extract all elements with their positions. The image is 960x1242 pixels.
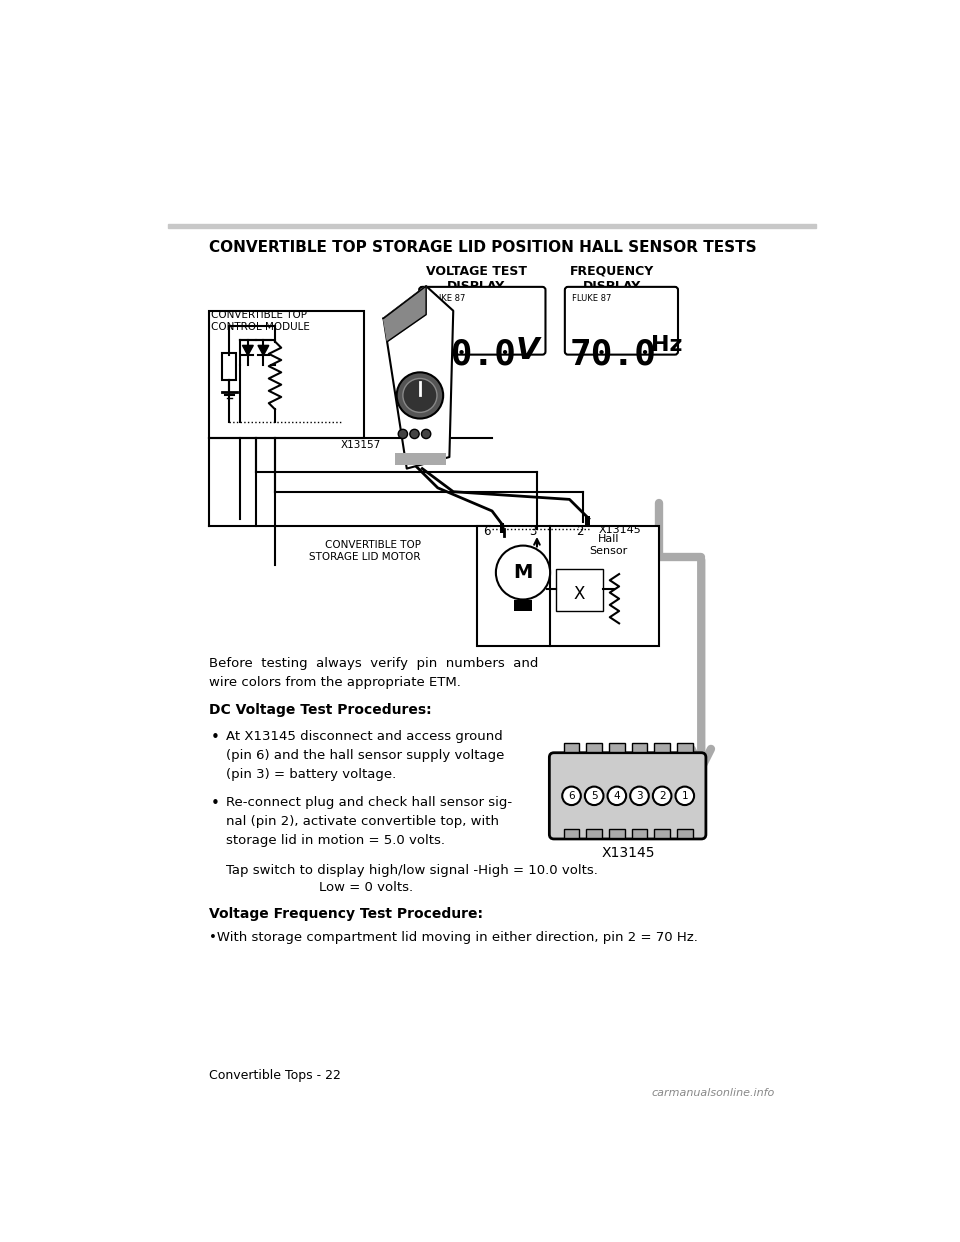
Text: Hall
Sensor: Hall Sensor bbox=[589, 534, 628, 555]
Text: FREQUENCY
DISPLAY: FREQUENCY DISPLAY bbox=[570, 265, 655, 293]
Circle shape bbox=[563, 786, 581, 805]
Text: X13145: X13145 bbox=[599, 525, 641, 535]
Text: FLUKE 87: FLUKE 87 bbox=[572, 294, 612, 303]
Bar bbox=[500, 523, 504, 533]
Bar bbox=[655, 743, 670, 751]
Text: 4: 4 bbox=[613, 791, 620, 801]
Bar bbox=[209, 310, 364, 437]
Text: 2: 2 bbox=[576, 525, 584, 538]
Bar bbox=[514, 600, 532, 611]
Polygon shape bbox=[243, 345, 253, 355]
Text: 3: 3 bbox=[636, 791, 643, 801]
Circle shape bbox=[396, 373, 444, 419]
Bar bbox=[632, 743, 647, 751]
FancyBboxPatch shape bbox=[549, 753, 706, 838]
Bar bbox=[476, 527, 659, 646]
Text: Hz: Hz bbox=[652, 334, 683, 355]
Polygon shape bbox=[383, 286, 426, 342]
Text: X13145: X13145 bbox=[602, 846, 655, 859]
Text: FLUKE 87: FLUKE 87 bbox=[426, 294, 466, 303]
Bar bbox=[564, 828, 579, 838]
Circle shape bbox=[585, 786, 604, 805]
Circle shape bbox=[410, 430, 420, 438]
FancyBboxPatch shape bbox=[564, 287, 678, 355]
Text: Tap switch to display high/low signal -High = 10.0 volts.: Tap switch to display high/low signal -H… bbox=[227, 863, 598, 877]
Text: CONVERTIBLE TOP STORAGE LID POSITION HALL SENSOR TESTS: CONVERTIBLE TOP STORAGE LID POSITION HAL… bbox=[209, 240, 756, 255]
Text: 3: 3 bbox=[530, 525, 537, 538]
Text: carmanualsonline.info: carmanualsonline.info bbox=[652, 1088, 775, 1098]
Circle shape bbox=[398, 430, 408, 438]
Text: Voltage Frequency Test Procedure:: Voltage Frequency Test Procedure: bbox=[209, 908, 483, 922]
Circle shape bbox=[630, 786, 649, 805]
Circle shape bbox=[608, 786, 626, 805]
Bar bbox=[564, 743, 579, 751]
Text: DC Voltage Test Procedures:: DC Voltage Test Procedures: bbox=[209, 703, 432, 718]
Text: V: V bbox=[516, 337, 540, 365]
Text: •With storage compartment lid moving in either direction, pin 2 = 70 Hz.: •With storage compartment lid moving in … bbox=[209, 930, 698, 944]
Text: 6: 6 bbox=[483, 525, 491, 538]
FancyBboxPatch shape bbox=[420, 287, 545, 355]
Circle shape bbox=[676, 786, 694, 805]
Bar bbox=[168, 224, 816, 229]
Bar bbox=[655, 828, 670, 838]
Bar bbox=[223, 353, 236, 380]
Bar bbox=[609, 828, 625, 838]
Bar bbox=[632, 828, 647, 838]
Text: Low = 0 volts.: Low = 0 volts. bbox=[319, 881, 414, 893]
Text: X: X bbox=[574, 585, 586, 602]
Text: 70.0: 70.0 bbox=[569, 338, 657, 371]
Text: CONVERTIBLE TOP
STORAGE LID MOTOR: CONVERTIBLE TOP STORAGE LID MOTOR bbox=[309, 540, 420, 561]
Bar bbox=[396, 453, 445, 465]
Text: Convertible Tops - 22: Convertible Tops - 22 bbox=[209, 1069, 341, 1082]
Text: 2: 2 bbox=[659, 791, 665, 801]
Text: •: • bbox=[210, 730, 220, 745]
Text: 5: 5 bbox=[590, 791, 597, 801]
Polygon shape bbox=[383, 286, 453, 468]
Circle shape bbox=[653, 786, 671, 805]
Text: VOLTAGE TEST
DISPLAY: VOLTAGE TEST DISPLAY bbox=[426, 265, 527, 293]
Bar bbox=[557, 569, 603, 611]
Text: 10.0: 10.0 bbox=[429, 338, 516, 371]
Circle shape bbox=[496, 545, 550, 600]
Text: CONVERTIBLE TOP
CONTROL MODULE: CONVERTIBLE TOP CONTROL MODULE bbox=[211, 310, 310, 332]
Text: 6: 6 bbox=[568, 791, 575, 801]
Text: X13157: X13157 bbox=[341, 440, 381, 450]
Text: Before  testing  always  verify  pin  numbers  and
wire colors from the appropri: Before testing always verify pin numbers… bbox=[209, 657, 539, 689]
Text: •: • bbox=[210, 796, 220, 811]
Bar bbox=[609, 743, 625, 751]
Text: Re-connect plug and check hall sensor sig-
nal (pin 2), activate convertible top: Re-connect plug and check hall sensor si… bbox=[227, 796, 513, 847]
Polygon shape bbox=[258, 345, 269, 355]
Bar bbox=[677, 743, 692, 751]
Circle shape bbox=[403, 379, 437, 412]
Bar bbox=[585, 515, 589, 527]
Bar bbox=[677, 828, 692, 838]
Text: 1: 1 bbox=[682, 791, 688, 801]
Bar bbox=[587, 828, 602, 838]
Text: M: M bbox=[514, 563, 533, 582]
Bar bbox=[587, 743, 602, 751]
Text: At X13145 disconnect and access ground
(pin 6) and the hall sensor supply voltag: At X13145 disconnect and access ground (… bbox=[227, 730, 505, 781]
Circle shape bbox=[421, 430, 431, 438]
